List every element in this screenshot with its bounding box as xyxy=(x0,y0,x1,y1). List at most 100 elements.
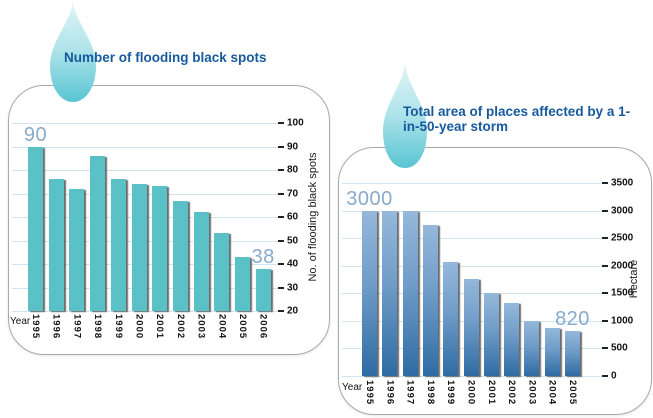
y-axis-tick xyxy=(278,192,284,195)
water-droplet-icon xyxy=(383,61,427,168)
x-tick-label: 2000 xyxy=(465,380,477,406)
y-axis-tick xyxy=(278,169,284,171)
x-tick-label: 2004 xyxy=(216,314,228,340)
x-tick-label: 1995 xyxy=(364,380,375,406)
x-tick-label: 1999 xyxy=(445,380,457,406)
x-tick-label: 1997 xyxy=(71,314,83,340)
x-tick-label: 2002 xyxy=(506,380,518,406)
x-tick-label: 2003 xyxy=(526,380,538,406)
y-axis-tick xyxy=(278,263,284,265)
bar-2003 xyxy=(524,321,540,376)
x-tick-label: 2003 xyxy=(195,314,207,340)
y-axis-tick xyxy=(602,319,608,322)
gridline xyxy=(342,210,604,212)
y-axis-tick xyxy=(278,239,284,242)
y-axis-tick-label: 500 xyxy=(611,342,628,354)
gridline xyxy=(12,170,278,171)
bar-1999 xyxy=(110,179,126,311)
x-tick-label: 2004 xyxy=(546,380,558,406)
y-axis-tick-label: 30 xyxy=(287,282,299,293)
gridline xyxy=(342,238,604,240)
gridline xyxy=(342,183,604,184)
data-label: 90 xyxy=(23,123,48,146)
bar-2001 xyxy=(152,186,168,311)
y-axis-tick-label: 1000 xyxy=(611,315,634,327)
bar-1997 xyxy=(69,188,85,311)
x-axis-label: Year xyxy=(342,382,363,393)
x-tick-label: 1998 xyxy=(424,380,436,406)
y-axis-tick-label: 90 xyxy=(287,141,299,152)
gridline xyxy=(12,123,278,124)
y-axis-tick-label: 50 xyxy=(287,235,299,246)
x-tick-label: 1998 xyxy=(92,314,104,340)
bar-1996 xyxy=(382,210,398,376)
bar-2002 xyxy=(172,200,188,311)
bar-1998 xyxy=(422,224,438,376)
bar-2001 xyxy=(483,292,499,376)
bar-1997 xyxy=(402,210,418,376)
x-tick-label: 2002 xyxy=(174,314,186,340)
y-axis-tick-label: 100 xyxy=(287,117,304,129)
y-axis-tick-label: 2000 xyxy=(611,260,634,272)
y-axis-tick-label: 80 xyxy=(287,164,299,176)
gridline xyxy=(342,265,604,267)
y-axis-tick xyxy=(278,122,284,124)
y-axis-label: No. of flooding black spots xyxy=(307,152,319,282)
x-tick-label: 2000 xyxy=(133,314,145,340)
y-axis-tick xyxy=(602,375,608,377)
y-axis-label: Hectare xyxy=(628,259,640,299)
gridline xyxy=(12,146,278,148)
bar-1998 xyxy=(90,155,106,311)
x-tick-label: 2001 xyxy=(485,380,497,406)
bar-1999 xyxy=(443,262,459,376)
y-axis-tick xyxy=(602,347,608,350)
y-axis-tick-label: 1500 xyxy=(611,287,634,299)
gridline xyxy=(12,311,278,312)
y-axis-tick xyxy=(278,310,284,312)
bar-2005 xyxy=(565,330,580,376)
y-axis-tick xyxy=(602,292,608,295)
chart-title-storm-area: Total area of places affected by a 1-in-… xyxy=(403,104,631,134)
chart-title-black-spots: Number of flooding black spots xyxy=(64,50,267,65)
x-tick-label: 2005 xyxy=(237,314,248,340)
y-axis-tick xyxy=(278,145,284,148)
y-axis-tick xyxy=(602,182,608,184)
gridline xyxy=(342,376,604,377)
data-label: 3000 xyxy=(346,187,393,210)
bar-2000 xyxy=(463,278,479,376)
bar-2002 xyxy=(504,303,520,376)
y-axis-tick xyxy=(602,237,608,240)
data-label: 38 xyxy=(251,245,275,268)
bar-1995 xyxy=(28,146,43,311)
y-axis-tick xyxy=(602,209,608,212)
y-axis-tick-label: 40 xyxy=(287,258,299,270)
bar-2004 xyxy=(544,328,560,376)
bar-2003 xyxy=(193,212,209,311)
y-axis-tick xyxy=(278,286,284,289)
x-tick-label: 2005 xyxy=(567,380,578,406)
y-axis-tick xyxy=(278,216,284,218)
x-tick-label: 2006 xyxy=(257,314,269,340)
x-axis-label: Year xyxy=(10,316,31,327)
water-droplet-icon xyxy=(50,0,96,102)
x-tick-label: 1997 xyxy=(404,380,416,406)
bar-1996 xyxy=(48,179,64,311)
y-axis-tick-label: 0 xyxy=(611,370,617,382)
y-axis-tick-label: 60 xyxy=(287,211,299,223)
y-axis-tick-label: 3000 xyxy=(611,205,634,217)
y-axis-tick-label: 20 xyxy=(287,305,299,317)
x-tick-label: 1996 xyxy=(50,314,62,340)
data-label: 820 xyxy=(555,307,590,330)
bar-2006 xyxy=(255,268,271,311)
y-axis-tick xyxy=(602,264,608,267)
x-tick-label: 1999 xyxy=(112,314,124,340)
y-axis-tick-label: 2500 xyxy=(611,232,634,244)
y-axis-tick-label: 70 xyxy=(287,188,299,199)
x-tick-label: 1995 xyxy=(30,314,41,340)
bar-2005 xyxy=(235,256,250,311)
y-axis-tick-label: 3500 xyxy=(611,177,634,189)
bar-2004 xyxy=(214,233,230,311)
x-tick-label: 2001 xyxy=(154,314,166,340)
x-tick-label: 1996 xyxy=(384,380,396,406)
